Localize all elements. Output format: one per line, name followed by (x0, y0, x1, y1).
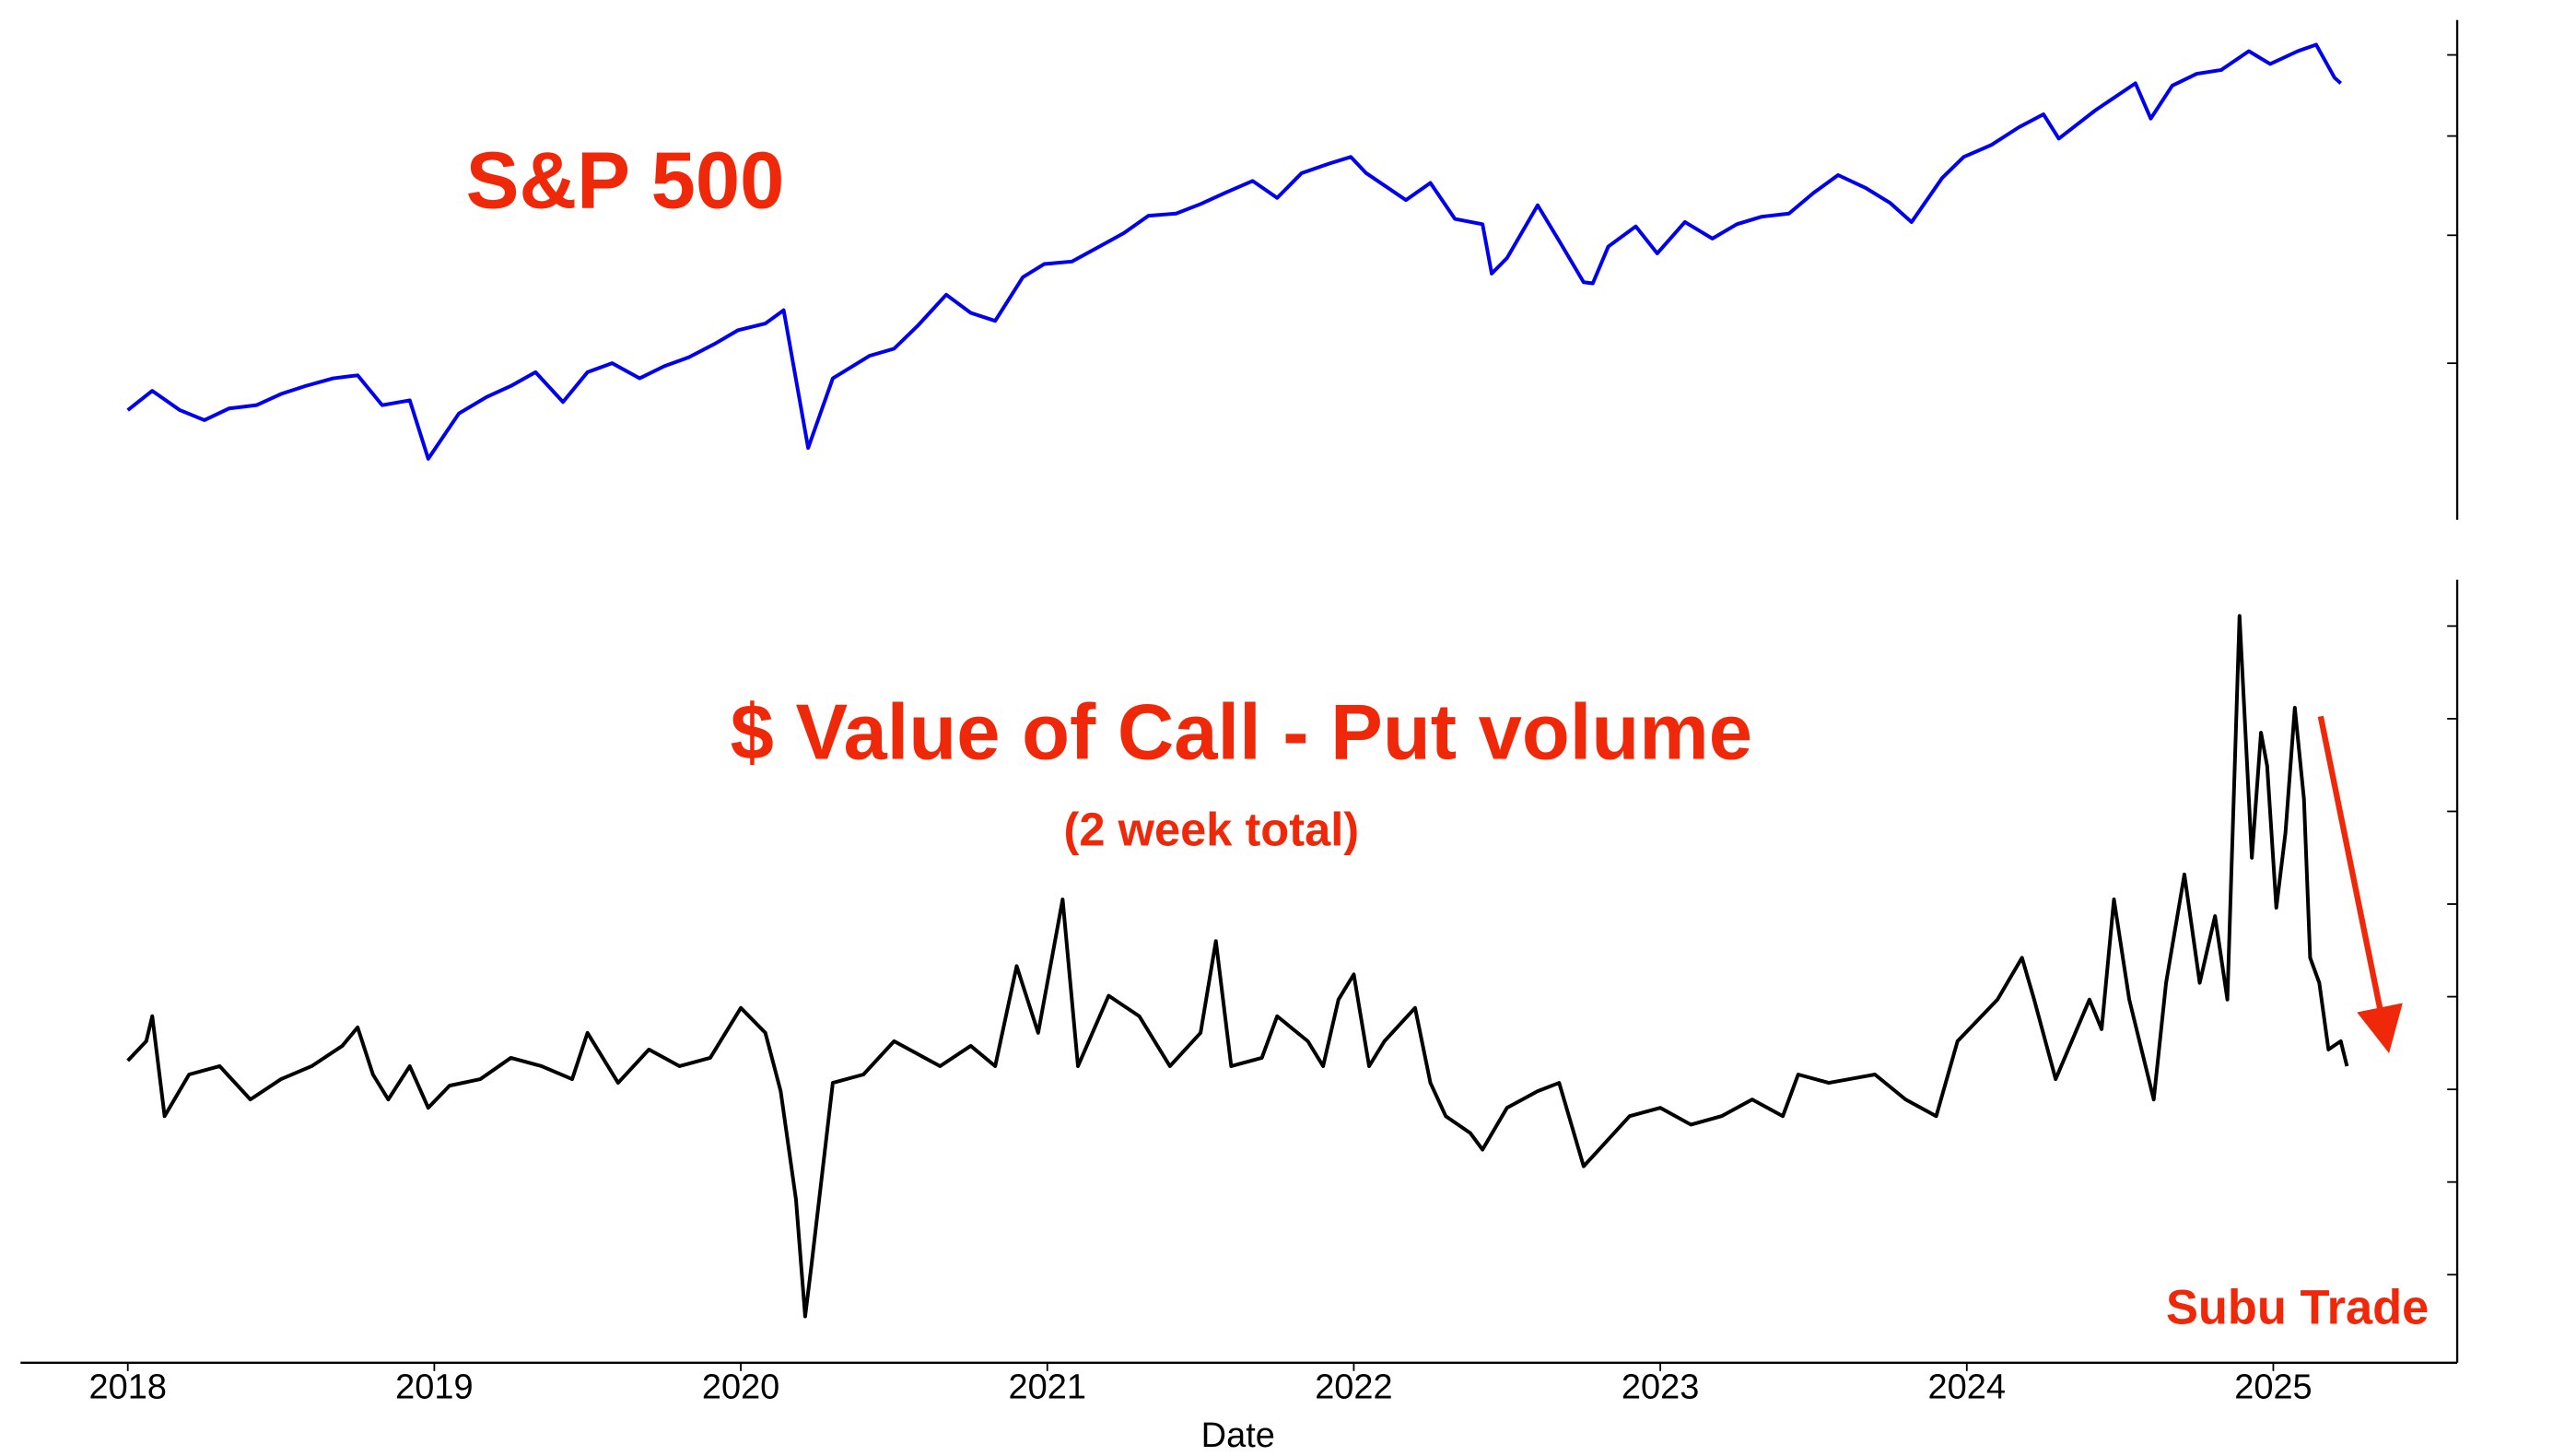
arrow (2317, 715, 2403, 1054)
chart-subtitle: (2 week total) (1064, 803, 1360, 855)
x-tick-label: 2024 (1928, 1368, 2006, 1407)
x-axis-label: Date (1201, 1416, 1275, 1455)
watermark: Subu Trade (2166, 1282, 2429, 1335)
data-line (126, 42, 2343, 461)
chart-title: S&P 500 (466, 135, 785, 225)
x-tick-label: 2023 (1622, 1368, 1699, 1407)
x-tick-label: 2025 (2234, 1368, 2312, 1407)
x-tick-label: 2020 (702, 1368, 779, 1407)
chart-title: $ Value of Call - Put volume (731, 688, 1752, 776)
x-tick-label: 2018 (88, 1368, 166, 1407)
x-tick-label: 2019 (395, 1368, 473, 1407)
x-tick-label: 2021 (1009, 1368, 1086, 1407)
data-line (126, 614, 2349, 1319)
x-tick-label: 2022 (1315, 1368, 1392, 1407)
